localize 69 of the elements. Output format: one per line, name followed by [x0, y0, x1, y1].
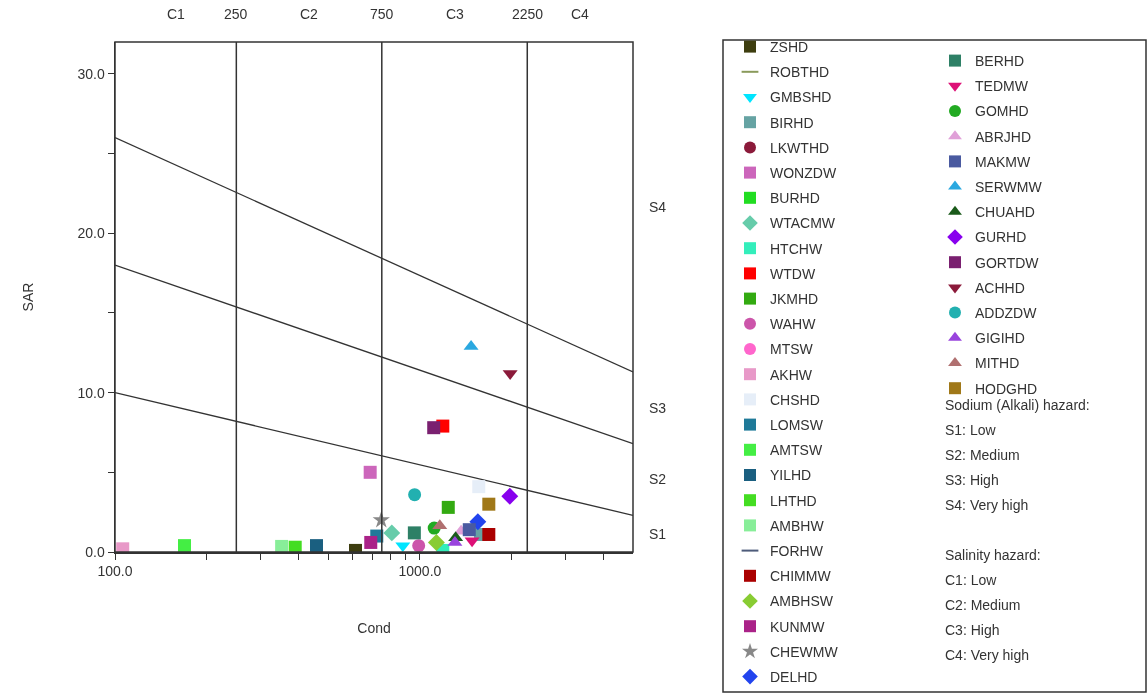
- ref-line-label: 250: [224, 6, 248, 22]
- legend-label: KUNMW: [770, 618, 826, 635]
- text: C2: [300, 6, 319, 22]
- legend-label: WTACMW: [770, 215, 836, 232]
- legend-label: GOMHD: [975, 103, 1029, 120]
- legend-label: WONZDW: [770, 165, 837, 182]
- legend-label: GMBSHD: [770, 89, 832, 106]
- text: S1: [649, 526, 667, 542]
- legend-label: AMBHW: [770, 517, 825, 534]
- legend-label: ACHHD: [975, 279, 1025, 296]
- legend-label: GORTDW: [975, 254, 1040, 271]
- legend-label: CHSHD: [770, 391, 820, 408]
- legend-label: HTCHW: [770, 240, 823, 257]
- legend-label: CHUAHD: [975, 204, 1035, 221]
- legend-label: DELHD: [770, 669, 818, 686]
- legend-label: ZSHD: [770, 39, 809, 56]
- text: S2: [649, 471, 667, 487]
- legend-label: WAHW: [770, 316, 817, 333]
- text: Salinity hazard:: [945, 547, 1041, 563]
- legend-label: ADDZDW: [975, 305, 1038, 322]
- x-tick-label: 100.0: [97, 563, 133, 580]
- legend-label: JKMHD: [770, 291, 819, 308]
- legend-label: GIGIHD: [975, 330, 1025, 347]
- legend-label: LOMSW: [770, 417, 824, 434]
- y-axis-title: SAR: [20, 282, 37, 312]
- y-tick-label: 30.0: [77, 65, 105, 82]
- text: C3: High: [945, 622, 1000, 638]
- y-tick-label: 20.0: [77, 225, 105, 242]
- legend-label: MTSW: [770, 341, 814, 358]
- y-tick-label: 0.0: [85, 543, 105, 560]
- text: C3: [446, 6, 465, 22]
- legend-label: AKHW: [770, 366, 813, 383]
- legend-label: WTDW: [770, 265, 816, 282]
- legend-label: AMBHSW: [770, 593, 834, 610]
- text: S3: High: [945, 472, 999, 488]
- legend-label: LHTHD: [770, 492, 817, 509]
- legend-label: ABRJHD: [975, 128, 1032, 145]
- legend-label: BERHD: [975, 53, 1025, 70]
- legend-label: LKWTHD: [770, 139, 830, 156]
- ref-line-label: 750: [370, 6, 394, 22]
- legend-label: ROBTHD: [770, 64, 830, 81]
- legend-label: CHEWMW: [770, 643, 839, 660]
- text: C4: Very high: [945, 647, 1030, 663]
- text: C4: [571, 6, 590, 22]
- legend-label: YILHD: [770, 467, 812, 484]
- legend-label: BIRHD: [770, 114, 814, 131]
- legend-label: HODGHD: [975, 380, 1038, 397]
- legend-label: CHIMMW: [770, 568, 832, 585]
- text: S4: Very high: [945, 497, 1029, 513]
- legend-label: GURHD: [975, 229, 1027, 246]
- legend-label: MITHD: [975, 355, 1020, 372]
- legend-label: AMTSW: [770, 442, 823, 459]
- x-axis-title: Cond: [357, 620, 391, 637]
- text: S4: [649, 199, 667, 215]
- text: S2: Medium: [945, 447, 1020, 463]
- legend-label: MAKMW: [975, 153, 1031, 170]
- legend-label: SERWMW: [975, 179, 1043, 196]
- x-tick-label: 1000.0: [398, 563, 442, 580]
- text: C1: Low: [945, 572, 998, 588]
- y-tick-label: 10.0: [77, 384, 105, 401]
- legend-label: BURHD: [770, 190, 820, 207]
- ref-line-label: 2250: [512, 6, 544, 22]
- text: C2: Medium: [945, 597, 1021, 613]
- legend-label: TEDMW: [975, 78, 1029, 95]
- text: Sodium (Alkali) hazard:: [945, 397, 1090, 413]
- text: C1: [167, 6, 186, 22]
- text: S1: Low: [945, 422, 997, 438]
- legend-label: FORHW: [770, 543, 824, 560]
- text: S3: [649, 400, 667, 416]
